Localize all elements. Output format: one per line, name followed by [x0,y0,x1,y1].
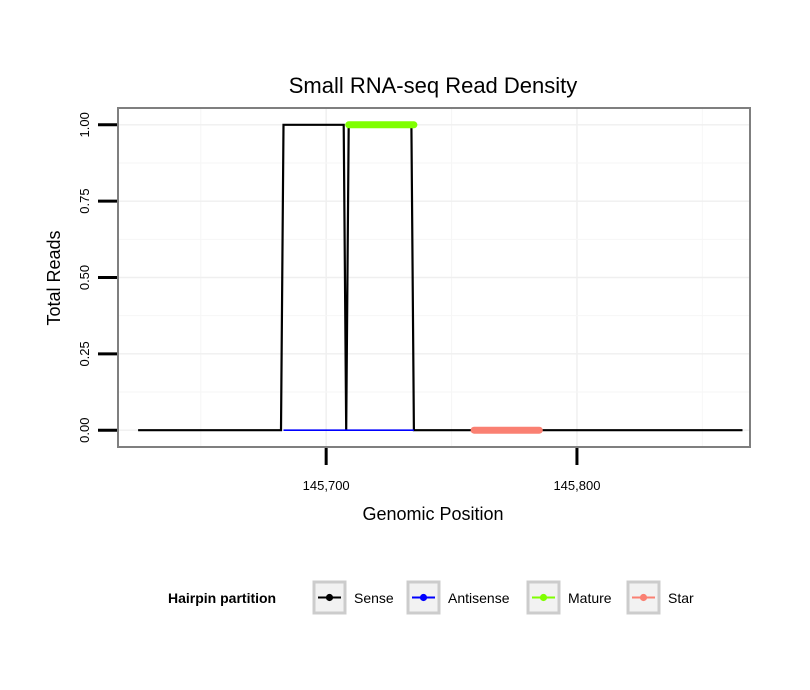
legend-label-antisense: Antisense [448,590,510,606]
x-axis-title: Genomic Position [362,504,503,524]
legend-label-star: Star [668,590,694,606]
x-tick-label: 145,700 [303,478,350,493]
x-tick-label: 145,800 [553,478,600,493]
legend-key-point [539,593,548,602]
plot-border [117,107,751,448]
y-tick-label: 0.75 [77,188,92,213]
y-tick-label: 0.25 [77,341,92,366]
y-tick-label: 0.50 [77,265,92,290]
legend-key-point [419,593,428,602]
legend-key-box [526,580,561,615]
legend-title: Hairpin partition [168,590,276,606]
legend-label-mature: Mature [568,590,612,606]
y-tick-label: 1.00 [77,112,92,137]
legend-key-point [639,593,648,602]
y-axis-title: Total Reads [44,230,64,325]
grid [118,108,750,447]
legend-label-sense: Sense [354,590,394,606]
legend-key-point [325,593,334,602]
y-tick-label: 0.00 [77,418,92,443]
chart-title: Small RNA-seq Read Density [289,73,578,98]
